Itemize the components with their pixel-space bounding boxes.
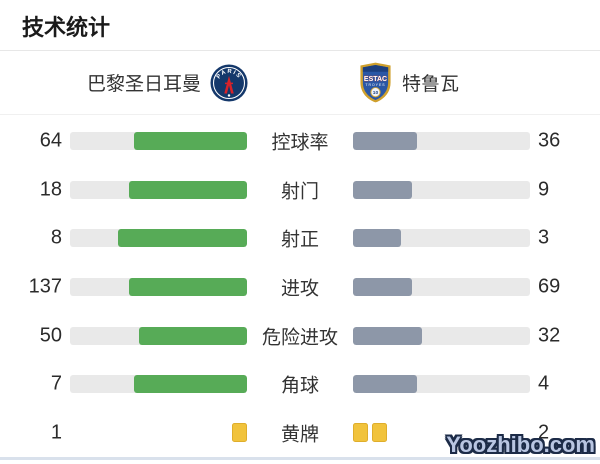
stat-value-away: 69 <box>538 275 561 298</box>
stat-bar-away <box>353 326 530 345</box>
stat-label: 进攻 <box>280 278 319 300</box>
stats-rows: 64 控球率 36 18 射门 9 8 射正 3 137 进攻 69 50 危险进攻 32 7 角球 4 1 黄牌 2 <box>0 117 600 457</box>
svg-text:ESTAC: ESTAC <box>364 76 387 83</box>
home-team-header: 巴黎圣日耳曼 PARIS <box>87 51 248 114</box>
stat-value-away: 2 <box>538 421 550 444</box>
svg-text:TROYES: TROYES <box>365 83 385 87</box>
stat-bar-away <box>353 229 530 248</box>
stat-label: 危险进攻 <box>261 327 338 349</box>
stat-bar-fill-away <box>353 229 402 248</box>
stat-bar-home <box>70 229 247 248</box>
away-team-header: ESTAC TROYES 10 特鲁瓦 <box>358 51 459 114</box>
stat-bar-fill-home <box>139 326 247 345</box>
stat-value-home: 64 <box>39 129 62 152</box>
stat-bar-away <box>353 180 530 199</box>
stat-bar-home <box>70 132 247 151</box>
stat-value-away: 4 <box>538 372 550 395</box>
home-team-name: 巴黎圣日耳曼 <box>86 74 201 95</box>
yellow-cards-away <box>353 423 530 443</box>
stat-row: 7 角球 4 <box>0 360 600 409</box>
svg-text:10: 10 <box>373 90 379 96</box>
stat-bar-away <box>353 278 530 297</box>
away-team-name: 特鲁瓦 <box>402 74 460 95</box>
stat-bar-home <box>70 180 247 199</box>
svg-text:PARIS: PARIS <box>216 68 242 79</box>
stat-label: 黄牌 <box>280 424 319 446</box>
stat-label: 射正 <box>280 229 319 251</box>
stat-bar-fill-away <box>353 278 413 297</box>
stat-bar-fill-away <box>353 132 417 151</box>
stat-bar-fill-home <box>128 180 247 199</box>
stat-label: 角球 <box>280 375 319 397</box>
stat-bar-home <box>70 375 247 394</box>
stat-value-home: 50 <box>39 324 62 347</box>
stat-bar-fill-away <box>353 326 423 345</box>
page-title: 技术统计 <box>22 15 111 40</box>
stat-value-home: 7 <box>50 372 62 395</box>
stat-row: 64 控球率 36 <box>0 117 600 166</box>
psg-crest-icon: PARIS <box>210 63 248 102</box>
stat-label: 控球率 <box>271 132 329 154</box>
estac-crest-icon: ESTAC TROYES 10 <box>358 62 393 103</box>
stat-row: 50 危险进攻 32 <box>0 311 600 360</box>
stat-row: 8 射正 3 <box>0 214 600 263</box>
stat-row: 137 进攻 69 <box>0 263 600 312</box>
stat-bar-fill-home <box>134 375 247 394</box>
stat-bar-fill-home <box>133 132 247 151</box>
teams-divider <box>0 114 600 115</box>
yellow-card-icon <box>372 423 387 443</box>
stat-label: 射门 <box>280 181 319 203</box>
stat-value-home: 18 <box>39 178 62 201</box>
watermark: Yoozhibo.com <box>446 432 595 457</box>
stat-bar-home <box>70 326 247 345</box>
stat-row: 1 黄牌 2 <box>0 408 600 457</box>
stat-value-home: 137 <box>28 275 62 298</box>
bottom-divider <box>0 457 600 460</box>
stat-bar-away <box>353 132 530 151</box>
title-divider <box>0 50 600 51</box>
stat-value-away: 32 <box>538 324 561 347</box>
yellow-cards-home <box>70 423 247 443</box>
stat-value-away: 36 <box>538 129 561 152</box>
stat-value-away: 3 <box>538 226 550 249</box>
yellow-card-icon <box>232 423 247 443</box>
stat-bar-fill-home <box>129 278 247 297</box>
stat-bar-fill-away <box>353 375 418 394</box>
stat-value-home: 1 <box>50 421 62 444</box>
stat-bar-home <box>70 278 247 297</box>
stat-row: 18 射门 9 <box>0 166 600 215</box>
yellow-card-icon <box>353 423 368 443</box>
stat-value-away: 9 <box>538 178 550 201</box>
stat-bar-fill-home <box>118 229 247 248</box>
stat-bar-fill-away <box>353 180 412 199</box>
stat-value-home: 8 <box>50 226 62 249</box>
stat-bar-away <box>353 375 530 394</box>
